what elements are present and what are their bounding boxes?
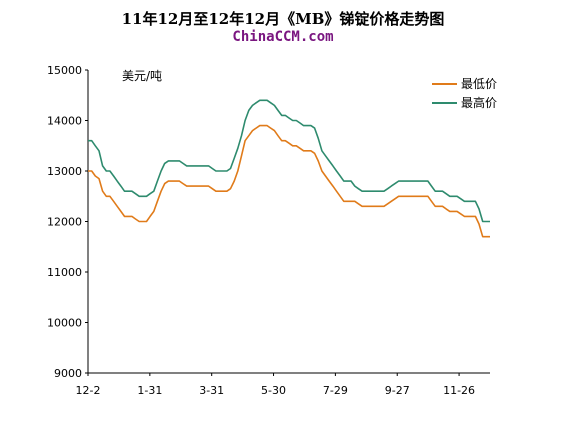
series-line-high [88,99,490,223]
y-tick-label: 11000 [47,266,82,279]
x-tick-label: 1-31 [137,384,162,397]
series-layer [88,99,490,238]
y-tick-label: 13000 [47,165,82,178]
y-tick-label: 15000 [47,64,82,77]
chart-axes: 9000 10000 11000 12000 13000 14000 15000 12-2 1-… [47,64,490,397]
x-tick-label: 9-27 [385,384,410,397]
legend-label: 最高价 [461,95,497,110]
x-tick-label: 5-30 [261,384,286,397]
chart-title: 11年12月至12年12月《MB》锑锭价格走势图 [121,10,445,28]
y-tick-label: 12000 [47,216,82,229]
chart-subtitle: ChinaCCM.com [232,29,334,45]
x-tick-label: 7-29 [323,384,348,397]
x-tick-label: 12-2 [76,384,101,397]
x-tick-label: 11-26 [443,384,475,397]
y-tick-label: 9000 [54,367,82,380]
series-line-low [88,124,490,238]
y-tick-label: 14000 [47,115,82,128]
y-unit-label: 美元/吨 [122,69,162,83]
x-tick-label: 3-31 [199,384,224,397]
y-tick-label: 10000 [47,317,82,330]
legend-label: 最低价 [461,77,497,91]
